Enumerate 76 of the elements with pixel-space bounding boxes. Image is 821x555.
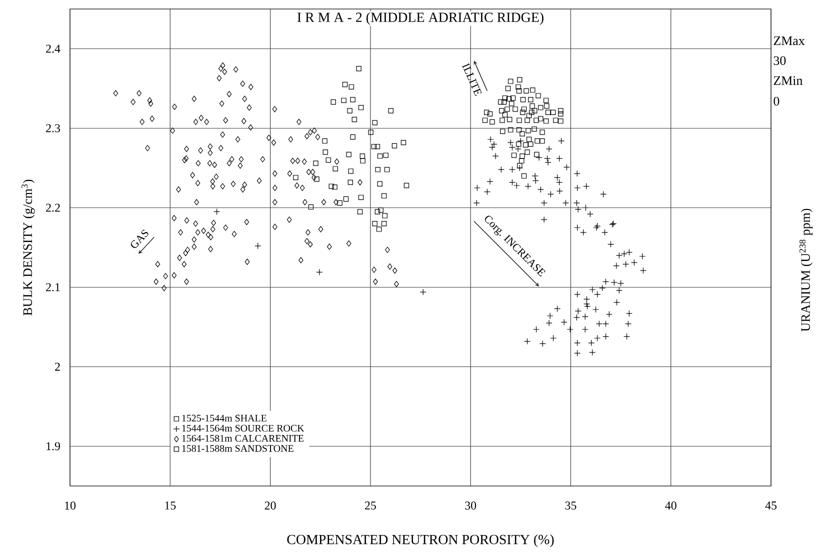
x-tick-label: 25: [364, 502, 376, 510]
point: [375, 166, 380, 172]
point: [384, 166, 390, 172]
point: [382, 213, 388, 218]
point: [348, 84, 354, 90]
point: [372, 221, 378, 226]
text: 0: [774, 96, 780, 106]
point: [400, 140, 406, 146]
point: [343, 196, 349, 202]
legend-label: 1544-1564m SOURCE ROCK: [182, 424, 304, 432]
point: [350, 97, 356, 102]
point: [374, 144, 380, 150]
point: [360, 153, 366, 159]
point: [358, 194, 364, 200]
y-tick-label: 2.4: [46, 44, 60, 53]
y2-axis-title: URANIUM (U$^{238}$ ppm): [799, 208, 813, 332]
point: [368, 130, 374, 135]
x-tick-label: 40: [665, 502, 676, 510]
point: [377, 181, 382, 186]
x-tick-label: 10: [65, 502, 76, 510]
text: 30: [774, 56, 786, 66]
point: [346, 152, 352, 158]
point: [332, 166, 338, 172]
x-tick-label: 30: [465, 502, 476, 510]
point: [350, 134, 356, 140]
point: [330, 99, 336, 105]
point: [342, 82, 348, 88]
point: [313, 160, 318, 166]
point: [314, 176, 320, 182]
point: [337, 200, 342, 206]
point: [332, 184, 338, 190]
point: [358, 104, 364, 110]
point: [371, 144, 377, 150]
point: [293, 174, 298, 180]
y-tick-label: 2.3: [46, 124, 60, 132]
point: [378, 208, 384, 213]
point: [308, 204, 314, 210]
text: ZMax: [774, 36, 805, 46]
y-tick-label: 1.9: [46, 442, 60, 450]
x-tick-label: 35: [565, 502, 576, 510]
point: [374, 209, 380, 214]
point: [404, 182, 410, 188]
point: [322, 150, 328, 155]
text: ZMin: [774, 76, 803, 85]
legend-label: 1564-1581m CALCARENITE: [182, 434, 304, 442]
annotation: GAS: [130, 230, 148, 248]
point: [347, 108, 352, 114]
point: [360, 158, 366, 164]
point: [348, 168, 354, 174]
x-tick-label: 15: [165, 502, 176, 510]
x-tick-label: 20: [264, 502, 276, 510]
y-tick-label: 2: [55, 362, 60, 371]
point: [376, 226, 382, 232]
chart-title: I R M A - 2 (MIDDLE ADRIATIC RIDGE): [297, 12, 544, 25]
point: [352, 116, 357, 122]
point: [348, 180, 353, 185]
point: [383, 152, 388, 158]
y-tick-label: 2.2: [46, 204, 60, 212]
point: [328, 184, 334, 189]
x-axis-title: COMPENSATED NEUTRON POROSITY (%): [287, 534, 554, 548]
point: [341, 98, 346, 104]
y-axis-title: BULK DENSITY (g/cm$^{3}$): [22, 180, 35, 316]
point: [392, 143, 398, 148]
legend-label: 1525-1544m SHALE: [182, 414, 266, 422]
point: [372, 120, 378, 126]
legend-label: 1581-1588m SANDSTONE: [182, 445, 294, 452]
point: [388, 108, 394, 114]
point: [357, 209, 363, 214]
y-tick-label: 2.1: [46, 283, 60, 292]
point: [356, 66, 362, 72]
point: [326, 157, 331, 163]
point: [377, 153, 383, 159]
x-tick-label: 45: [765, 502, 777, 510]
point: [322, 138, 328, 144]
point: [381, 193, 387, 198]
point: [381, 221, 387, 226]
